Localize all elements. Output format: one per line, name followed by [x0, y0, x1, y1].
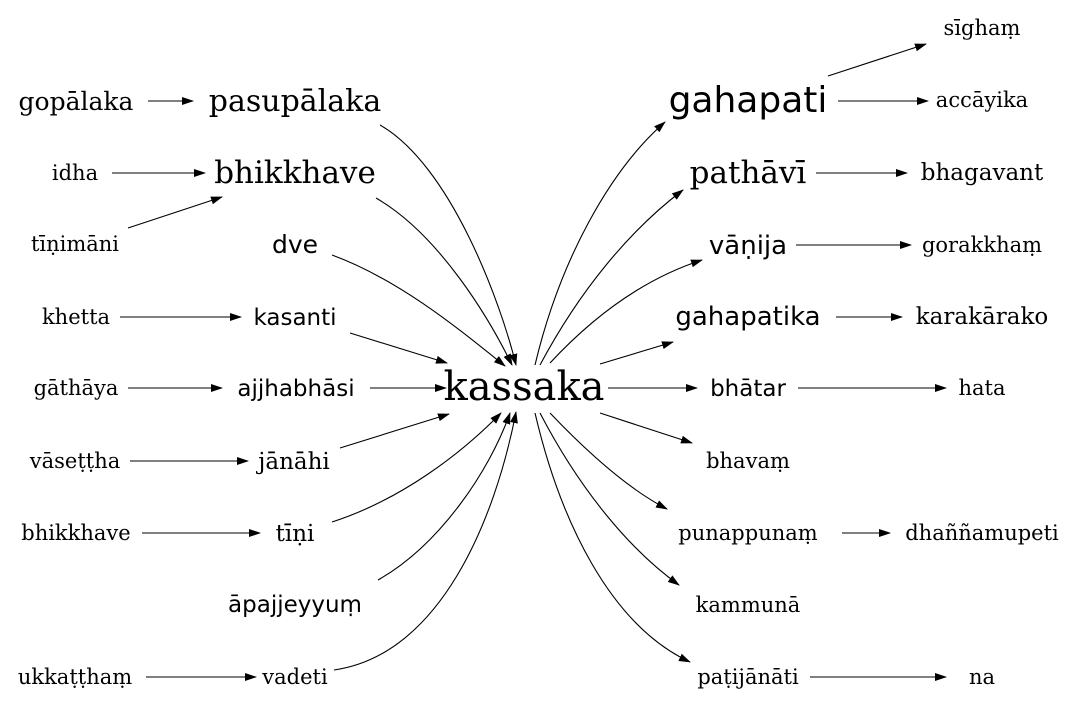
edge-gahapati-sigham	[827, 43, 927, 77]
node-kasanti: kasanti	[253, 305, 336, 331]
node-sigham: sīghaṃ	[944, 16, 1021, 40]
node-kammuna: kammunā	[696, 593, 801, 617]
nodes: kassaka gopālaka pasupālaka idha bhikkha…	[18, 16, 1059, 689]
node-vasettha: vāseṭṭha	[29, 449, 121, 473]
node-punappunam: punappunaṃ	[678, 521, 817, 545]
node-gahapatika: gahapatika	[675, 302, 820, 332]
node-kassaka: kassaka	[443, 364, 604, 410]
node-pathavi: pathāvī	[690, 155, 807, 191]
edge-vadeti-kassaka	[333, 411, 518, 671]
edge-bhikkhave-kassaka	[375, 197, 513, 366]
node-patijanati: paṭijānāti	[697, 665, 799, 689]
node-pasupalaka: pasupālaka	[209, 84, 382, 119]
edge-kassaka-bhavam	[599, 412, 693, 444]
node-accayika: accāyika	[936, 88, 1028, 112]
node-dve: dve	[272, 230, 318, 259]
node-tini: tīṇi	[276, 521, 315, 547]
edge-pasupalaka-kassaka	[379, 124, 518, 366]
node-bhavam: bhavaṃ	[706, 449, 790, 473]
node-dhannamupeti: dhaññamupeti	[905, 521, 1059, 545]
edge-apajjeyyum-kassaka	[377, 412, 511, 581]
edge-kassaka-gahapati	[534, 121, 666, 366]
node-gathaya: gāthāya	[34, 376, 119, 400]
node-bhatar: bhātar	[710, 376, 786, 402]
edge-tini-kassaka	[331, 412, 502, 523]
node-hata: hata	[958, 376, 1005, 400]
node-bhikkhave-mid: bhikkhave	[214, 155, 376, 191]
node-janahi: jānāhi	[255, 449, 330, 475]
edge-kassaka-patijanati	[534, 412, 691, 663]
node-bhagavant: bhagavant	[921, 160, 1044, 186]
edge-tinimani-bhikkhave	[127, 196, 223, 229]
node-idha: idha	[52, 161, 98, 185]
node-vanija: vāṇija	[709, 231, 787, 261]
edge-kassaka-vanija	[549, 259, 703, 364]
node-ajjhabhasi: ajjhabhāsi	[237, 376, 354, 402]
edge-kassaka-gahapatika	[599, 341, 674, 365]
edge-kassaka-kammuna	[539, 412, 680, 586]
node-ukkatthham: ukkaṭṭhaṃ	[18, 665, 132, 689]
node-gorakkham: gorakkhaṃ	[922, 233, 1042, 257]
edge-kassaka-punappunam	[549, 412, 668, 510]
edge-janahi-kassaka	[339, 413, 450, 449]
node-gahapati: gahapati	[669, 80, 828, 121]
edge-dve-kassaka	[331, 254, 506, 367]
node-na: na	[969, 665, 995, 689]
node-bhikkhave-left: bhikkhave	[21, 521, 130, 545]
node-vadeti: vadeti	[261, 665, 328, 689]
node-tinimani: tīṇimāni	[31, 232, 119, 256]
node-apajjeyyum: āpajjeyyuṃ	[228, 592, 362, 618]
edges	[112, 43, 947, 681]
node-khetta: khetta	[42, 305, 110, 329]
edge-kassaka-pathavi	[539, 189, 684, 366]
node-karakarako: karakārako	[916, 304, 1049, 330]
edge-kasanti-kassaka	[349, 332, 448, 364]
node-gopalaka: gopālaka	[19, 87, 134, 116]
